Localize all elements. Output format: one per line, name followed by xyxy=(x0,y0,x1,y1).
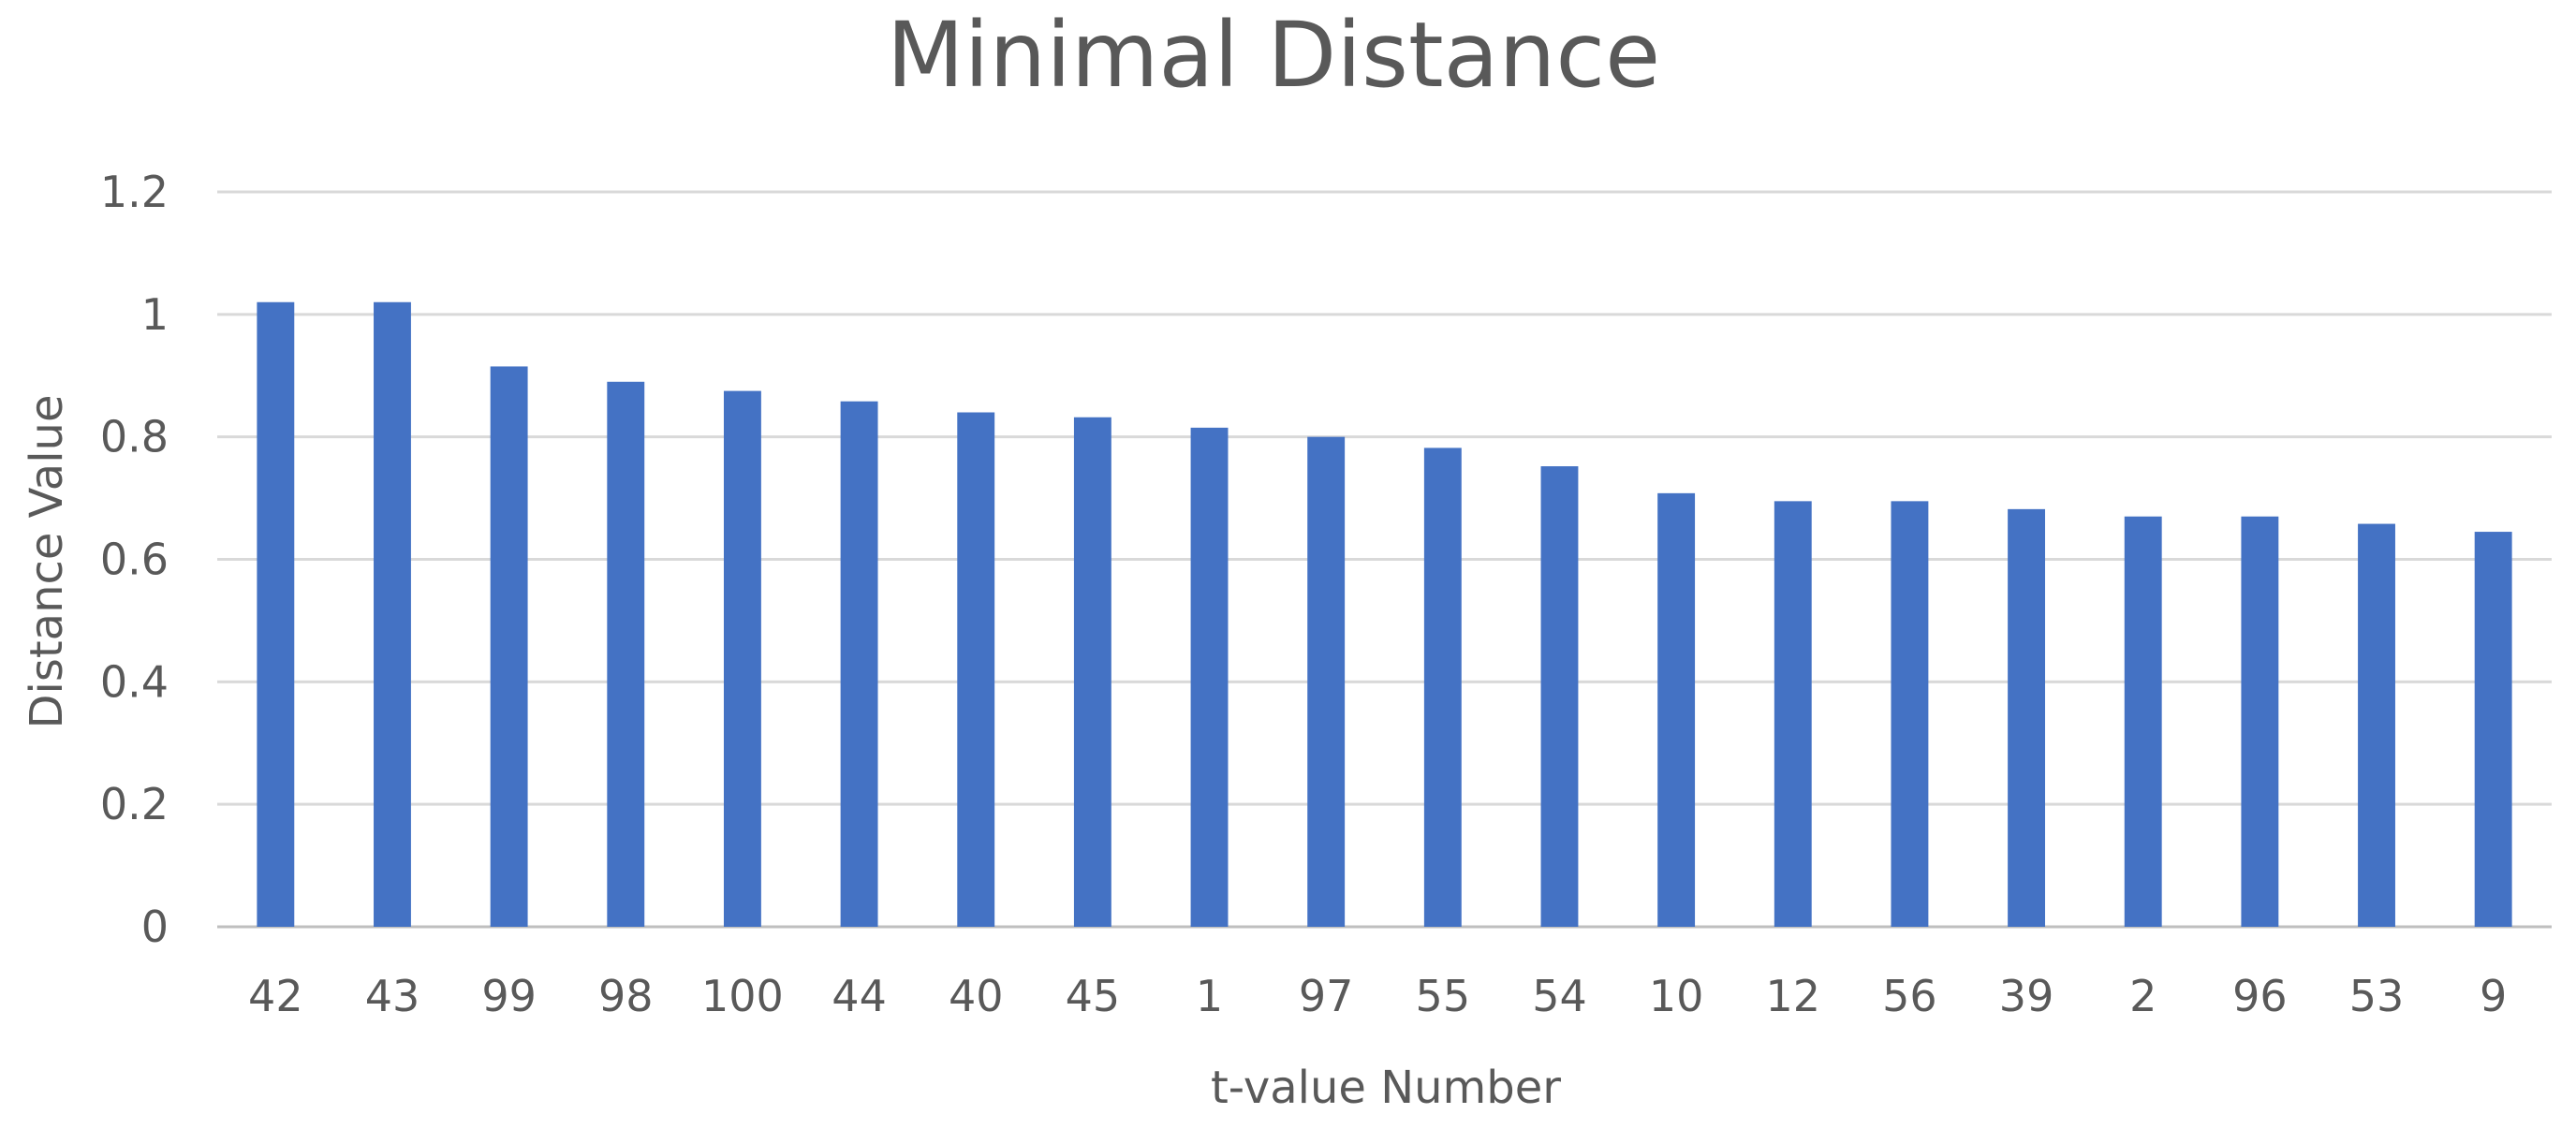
bar xyxy=(1540,466,1579,927)
x-tick-label: 39 xyxy=(1999,971,2054,1021)
x-tick-label: 98 xyxy=(598,971,654,1021)
y-axis-ticks: 0 0.2 0.4 0.6 0.8 1 1.2 xyxy=(100,167,169,952)
x-axis-label: t-value Number xyxy=(1211,1062,1561,1114)
bar xyxy=(957,412,995,927)
bar xyxy=(1891,501,1929,927)
grid-lines xyxy=(217,190,2552,929)
x-tick-label: 55 xyxy=(1416,971,1471,1021)
x-tick-label: 96 xyxy=(2232,971,2288,1021)
x-tick-label: 45 xyxy=(1066,971,1121,1021)
y-tick-label: 1 xyxy=(141,289,169,340)
x-tick-label: 56 xyxy=(1882,971,1937,1021)
x-tick-label: 54 xyxy=(1532,971,1587,1021)
y-tick-label: 0.6 xyxy=(100,535,169,585)
y-axis-label: Distance Value xyxy=(21,395,73,729)
x-tick-label: 42 xyxy=(248,971,303,1021)
y-tick-label: 0.8 xyxy=(100,412,169,462)
x-tick-label: 99 xyxy=(481,971,537,1021)
bar xyxy=(490,366,528,927)
x-tick-label: 2 xyxy=(2129,971,2156,1021)
y-tick-label: 0 xyxy=(141,902,169,952)
x-axis-ticks: 42 43 99 98 100 44 40 45 1 97 55 54 10 12 56 39 2 96 53 9 xyxy=(248,971,2507,1021)
bar xyxy=(1073,417,1111,927)
bar xyxy=(1774,501,1812,927)
bar xyxy=(2358,523,2395,927)
bar xyxy=(2241,516,2279,927)
bar xyxy=(840,401,878,928)
x-tick-label: 10 xyxy=(1649,971,1704,1021)
bar xyxy=(1423,447,1462,927)
bar xyxy=(2474,532,2512,927)
bar xyxy=(2008,508,2046,927)
x-tick-label: 44 xyxy=(832,971,887,1021)
chart-title: Minimal Distance xyxy=(887,3,1660,108)
bar xyxy=(374,301,411,927)
bar xyxy=(1307,436,1346,928)
bar xyxy=(257,301,295,927)
x-tick-label: 43 xyxy=(365,971,420,1021)
x-tick-label: 1 xyxy=(1196,971,1223,1021)
bars xyxy=(257,301,2512,928)
bar xyxy=(607,381,645,928)
x-tick-label: 12 xyxy=(1766,971,1821,1021)
x-tick-label: 40 xyxy=(949,971,1004,1021)
x-tick-label: 97 xyxy=(1299,971,1354,1021)
bar xyxy=(1190,427,1229,928)
x-tick-label: 53 xyxy=(2349,971,2405,1021)
y-tick-label: 1.2 xyxy=(100,167,169,217)
y-tick-label: 0.2 xyxy=(100,779,169,829)
x-tick-label: 100 xyxy=(701,971,784,1021)
x-tick-label: 9 xyxy=(2480,971,2507,1021)
bar xyxy=(1657,492,1696,927)
y-tick-label: 0.4 xyxy=(100,656,169,707)
bar xyxy=(723,390,761,928)
bar xyxy=(2124,516,2162,927)
